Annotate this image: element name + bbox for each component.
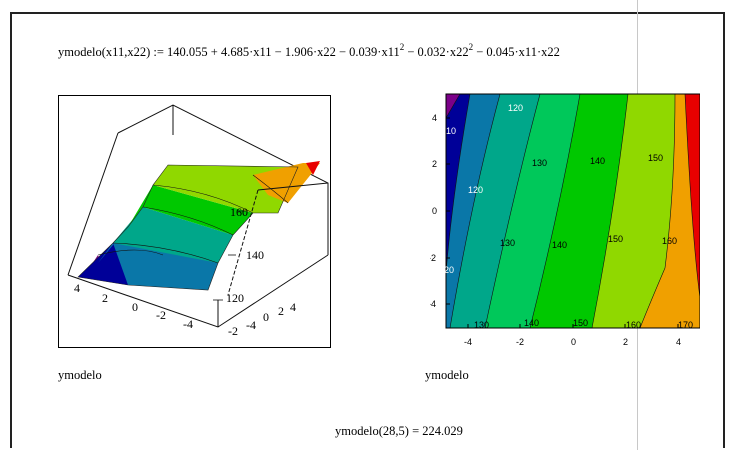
- y-tick-neg2: -2: [430, 253, 436, 263]
- contour-plot[interactable]: -4 -2 0 2 4 4 2 0 -2 -4 120 10 130 140 1…: [430, 88, 700, 358]
- formula-exp-1: 2: [399, 42, 405, 52]
- formula-assign: :=: [153, 45, 164, 59]
- contour-plot-name[interactable]: ymodelo: [425, 368, 469, 382]
- formula-term-4: − 0.032·x22: [407, 45, 469, 59]
- contour-label: 150: [573, 318, 588, 328]
- y-tick-neg4: -4: [430, 299, 436, 309]
- y-tick-4: 4: [432, 113, 437, 123]
- y-tick-0: 0: [432, 206, 437, 216]
- x-label-2: 2: [102, 291, 108, 305]
- surface-plot-canvas: [67, 104, 329, 328]
- x-tick-4: 4: [676, 337, 681, 347]
- z-label-120: 120: [226, 291, 244, 305]
- contour-label: 150: [648, 153, 663, 163]
- contour-label: 140: [552, 240, 567, 250]
- formula-term-2: − 1.906·x22: [274, 45, 336, 59]
- formula-lhs: ymodelo(x11,x22): [58, 45, 151, 59]
- x-label-neg2: -2: [156, 308, 166, 322]
- contour-label: 160: [626, 320, 641, 330]
- y-label-0: 0: [263, 310, 269, 324]
- contour-label: 20: [444, 265, 454, 275]
- y-label-neg2: -2: [228, 324, 238, 338]
- contour-label: 160: [662, 236, 677, 246]
- x-tick-0: 0: [571, 337, 576, 347]
- y-label-neg4: -4: [246, 318, 256, 332]
- surface-plot-name[interactable]: ymodelo: [58, 368, 102, 382]
- x-tick-neg4: -4: [464, 337, 472, 347]
- contour-label: 130: [532, 158, 547, 168]
- contour-label: 10: [446, 126, 456, 136]
- formula-term-1: + 4.685·x11: [210, 45, 272, 59]
- y-label-4: 4: [290, 300, 296, 314]
- surface-plot-frame: [58, 95, 331, 348]
- x-label-4: 4: [74, 281, 80, 295]
- contour-label: 130: [500, 238, 515, 248]
- contour-label: 140: [524, 318, 539, 328]
- contour-label: 120: [468, 185, 483, 195]
- z-label-140: 140: [246, 248, 264, 262]
- formula-exp-2: 2: [468, 42, 474, 52]
- x-tick-neg2: -2: [516, 337, 524, 347]
- contour-label: 140: [590, 156, 605, 166]
- model-definition[interactable]: ymodelo(x11,x22) := 140.055 + 4.685·x11 …: [58, 42, 560, 60]
- contour-label: 150: [608, 234, 623, 244]
- x-label-neg4: -4: [183, 317, 193, 331]
- formula-term-0: 140.055: [167, 45, 208, 59]
- contour-label: 170: [678, 320, 693, 330]
- x-label-0: 0: [132, 300, 138, 314]
- formula-term-5: − 0.045·x11·x22: [476, 45, 560, 59]
- contour-label: 120: [508, 103, 523, 113]
- surface-plot[interactable]: 160 140 120 4 2 0 -2 -4 -2 -4 0 2 4: [58, 95, 331, 348]
- y-tick-2: 2: [432, 159, 437, 169]
- z-label-160: 160: [230, 205, 248, 219]
- contour-band-2: [446, 94, 470, 273]
- y-label-2: 2: [278, 304, 284, 318]
- x-tick-2: 2: [623, 337, 628, 347]
- result-expression: ymodelo(28,5): [335, 424, 409, 438]
- contour-label: 130: [474, 320, 489, 330]
- result-equals: =: [412, 424, 420, 438]
- evaluation-result[interactable]: ymodelo(28,5) = 224.029: [335, 424, 463, 439]
- formula-term-3: − 0.039·x11: [338, 45, 400, 59]
- result-value: 224.029: [422, 424, 463, 438]
